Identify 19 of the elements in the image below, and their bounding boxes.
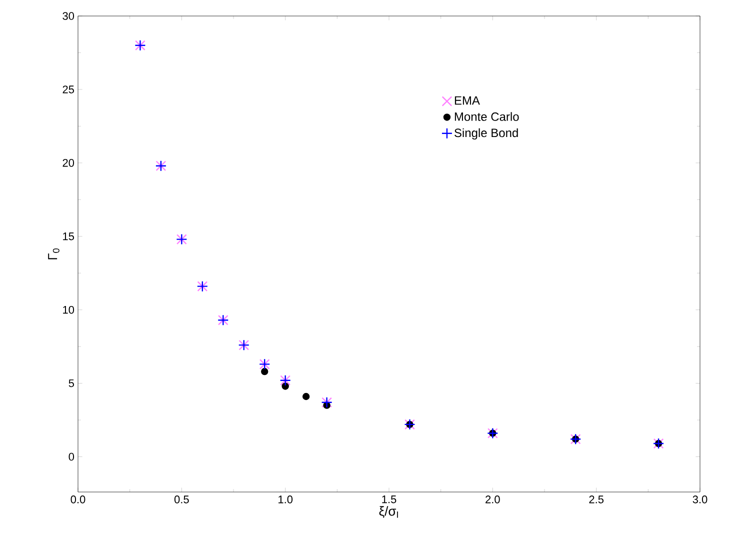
x-tick-label: 0.0 [70,496,86,504]
y-tick-label: 15 [63,232,74,240]
y-tick-label: 30 [62,12,74,20]
x-tick-label: 1.0 [278,496,293,504]
y-tick-label: 5 [68,379,74,388]
x-tick-label: 2.0 [486,496,500,504]
y-axis-title: Γ$_{0}$ [48,248,60,260]
y-tick-label: 10 [63,306,74,314]
y-tick-label: 25 [62,86,74,94]
x-axis-title: ξ/σ$_{I}$ [379,506,398,518]
x-tick-label: 2.5 [589,496,604,504]
y-tick-label: 20 [62,159,74,167]
x-tick-label: 3.0 [692,496,708,504]
x-tick-label: 1.5 [382,496,396,504]
y-tick-label: 0 [68,452,74,461]
x-tick-label: 0.5 [174,496,189,504]
legend-label: EMA [454,96,480,105]
legend-label: Single Bond [454,128,518,140]
legend-label: Monte Carlo [454,112,519,121]
